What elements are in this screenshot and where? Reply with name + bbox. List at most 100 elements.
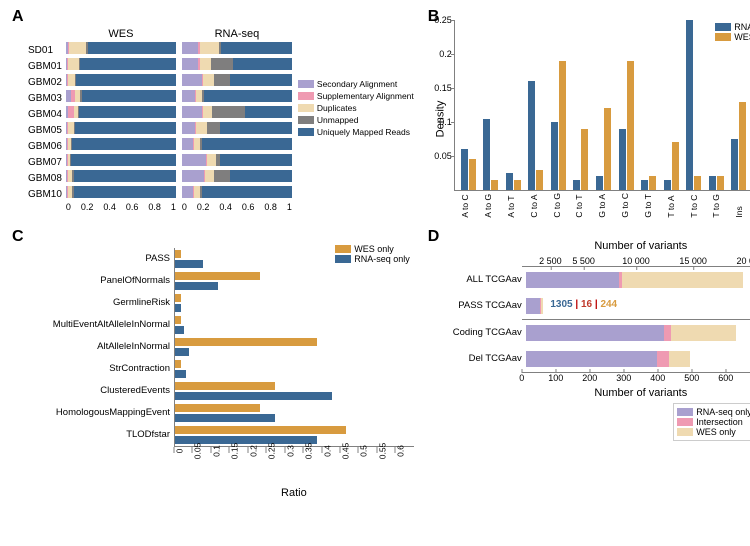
stacked-bar bbox=[66, 170, 176, 182]
bar-wes bbox=[491, 180, 498, 190]
panel-b-xlabels: A to CA to GA to TC to AC to GC to TG to… bbox=[454, 193, 750, 218]
bar-wes bbox=[514, 180, 521, 190]
bar-rnaseq bbox=[664, 180, 671, 190]
panel-a-stack-wes bbox=[66, 40, 176, 200]
bar-wes bbox=[604, 108, 611, 190]
bar-group bbox=[506, 173, 521, 190]
bar-segment bbox=[526, 298, 541, 314]
panel-c-chart: PASSPanelOfNormalsGermlineRiskMultiEvent… bbox=[30, 248, 360, 446]
bar-rna-only bbox=[175, 326, 184, 334]
chart-row: HomologousMappingEvent bbox=[30, 402, 360, 424]
panel-d-legend: RNA-seq onlyIntersectionWES only bbox=[673, 403, 750, 441]
bar-wes-only bbox=[175, 404, 260, 412]
legend-item: Secondary Alignment bbox=[298, 79, 414, 89]
bar-rnaseq bbox=[573, 180, 580, 190]
bar-wes bbox=[469, 159, 476, 190]
bar-segment bbox=[657, 351, 669, 367]
bar-rnaseq bbox=[528, 81, 535, 190]
stacked-bar bbox=[182, 90, 292, 102]
stacked-bar bbox=[66, 154, 176, 166]
bar-wes-only bbox=[175, 360, 181, 368]
sample-label: GBM07 bbox=[28, 157, 62, 168]
panel-d-rows-bottom: Coding TCGAavDel TCGAav bbox=[450, 320, 750, 372]
stacked-bar bbox=[182, 154, 292, 166]
category-label: AltAlleleInNormal bbox=[30, 342, 174, 352]
bar-group bbox=[596, 108, 611, 190]
bar-rnaseq bbox=[551, 122, 558, 190]
chart-row: AltAlleleInNormal bbox=[30, 336, 360, 358]
legend-item: Duplicates bbox=[298, 103, 414, 113]
panel-a: A SD01GBM01GBM02GBM03GBM04GBM05GBM06GBM0… bbox=[10, 10, 414, 218]
bar-group bbox=[709, 176, 724, 190]
bar-wes-only bbox=[175, 338, 317, 346]
bar-group bbox=[731, 102, 746, 190]
sample-label: GBM10 bbox=[28, 189, 62, 200]
stacked-bar bbox=[182, 186, 292, 198]
stacked-bar bbox=[182, 106, 292, 118]
category-label: GermlineRisk bbox=[30, 298, 174, 308]
chart-row: Del TCGAav bbox=[450, 346, 750, 372]
panel-b: B Density RNA-seqWES 0.050.10.150.20.25 … bbox=[426, 10, 750, 218]
x-label: C to G bbox=[552, 193, 562, 218]
category-label: ClusteredEvents bbox=[30, 386, 174, 396]
chart-row: GermlineRisk bbox=[30, 292, 360, 314]
bar-rna-only bbox=[175, 348, 189, 356]
category-label: TLODfstar bbox=[30, 430, 174, 440]
chart-row: ClusteredEvents bbox=[30, 380, 360, 402]
panel-a-title-rnaseq: RNA-seq bbox=[182, 28, 292, 40]
panel-a-xaxis-rnaseq: 00.20.40.60.81 bbox=[182, 202, 292, 212]
x-label: T to A bbox=[666, 193, 676, 218]
bar-wes-only bbox=[175, 382, 275, 390]
panel-d-chart: Number of variants 2 5005 50010 00015 00… bbox=[450, 240, 750, 441]
bar-rnaseq bbox=[686, 20, 693, 190]
x-label: T to G bbox=[711, 193, 721, 218]
sample-label: GBM06 bbox=[28, 141, 62, 152]
bar-group bbox=[686, 20, 701, 190]
x-label: C to A bbox=[529, 193, 539, 218]
category-label: HomologousMappingEvent bbox=[30, 408, 174, 418]
bar-wes bbox=[536, 170, 543, 190]
bar-wes-only bbox=[175, 316, 181, 324]
panel-d-rows-top: ALL TCGAav PASS TCGAav1305 | 16 | 244 bbox=[450, 267, 750, 319]
bar-segment bbox=[526, 272, 620, 288]
stacked-bar bbox=[66, 106, 176, 118]
stacked-bar bbox=[182, 138, 292, 150]
category-label: PASS TCGAav bbox=[450, 300, 526, 311]
stacked-bar bbox=[66, 58, 176, 70]
bar-segment bbox=[671, 325, 737, 341]
bar-rnaseq bbox=[461, 149, 468, 190]
x-label: C to T bbox=[574, 193, 584, 218]
bar-wes bbox=[672, 142, 679, 190]
chart-row: StrContraction bbox=[30, 358, 360, 380]
sample-label: SD01 bbox=[28, 45, 62, 56]
panel-c: C WES onlyRNA-seq only PASSPanelOfNormal… bbox=[10, 230, 414, 499]
panel-a-legend: Secondary AlignmentSupplementary Alignme… bbox=[292, 28, 414, 188]
category-label: PASS bbox=[30, 254, 174, 264]
panel-a-title-wes: WES bbox=[66, 28, 176, 40]
x-label: T to C bbox=[689, 193, 699, 218]
chart-row: PASS bbox=[30, 248, 360, 270]
bar-segment bbox=[664, 325, 671, 341]
bar-segment bbox=[526, 351, 657, 367]
bar-segment bbox=[541, 298, 544, 314]
stacked-bar bbox=[66, 90, 176, 102]
sample-label: GBM08 bbox=[28, 173, 62, 184]
category-label: StrContraction bbox=[30, 364, 174, 374]
bar-rnaseq bbox=[641, 180, 648, 190]
x-label: G to T bbox=[643, 193, 653, 218]
legend-item: Unmapped bbox=[298, 115, 414, 125]
category-label: Del TCGAav bbox=[450, 353, 526, 364]
bar-rna-only bbox=[175, 392, 332, 400]
panel-c-xlabel: Ratio bbox=[174, 487, 414, 499]
bar-group bbox=[528, 81, 543, 190]
chart-row: PASS TCGAav1305 | 16 | 244 bbox=[450, 293, 750, 319]
bar-group bbox=[664, 142, 679, 190]
bar-rnaseq bbox=[483, 119, 490, 190]
bar-wes bbox=[627, 61, 634, 190]
stacked-bar bbox=[182, 42, 292, 54]
category-label: ALL TCGAav bbox=[450, 274, 526, 285]
bar-wes bbox=[581, 129, 588, 190]
bar-rnaseq bbox=[731, 139, 738, 190]
panel-c-xaxis: 00.050.10.150.20.250.30.350.40.450.50.55… bbox=[174, 446, 414, 463]
figure: A SD01GBM01GBM02GBM03GBM04GBM05GBM06GBM0… bbox=[10, 10, 740, 499]
